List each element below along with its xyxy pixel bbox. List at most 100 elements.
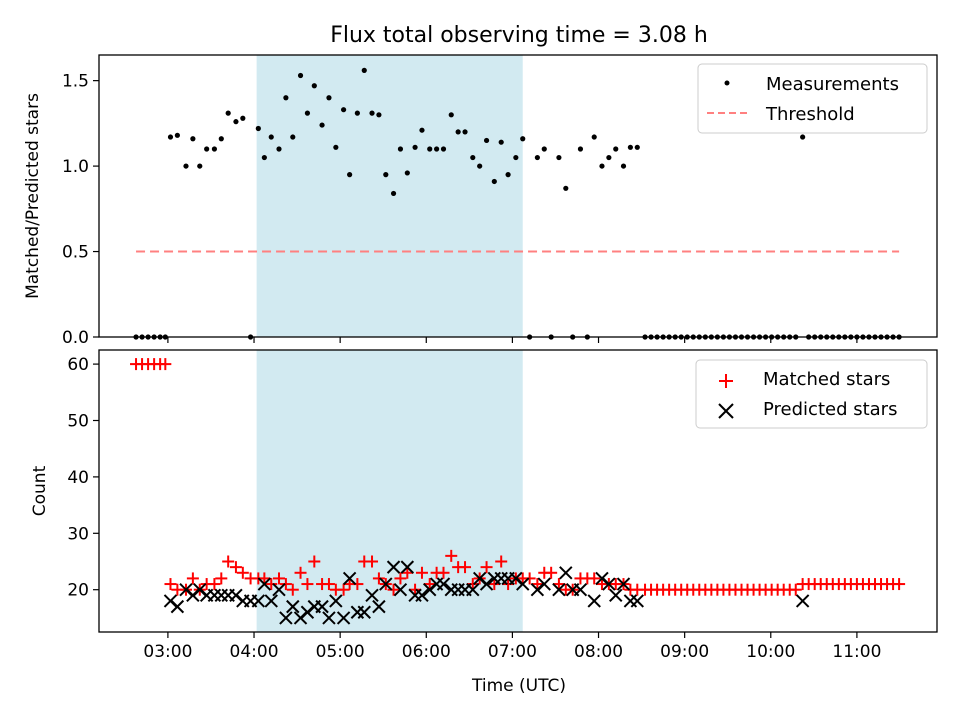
point-measurements — [477, 163, 483, 169]
point-measurements — [354, 110, 360, 116]
point-matched-stars — [186, 572, 199, 585]
point-predicted-stars — [559, 566, 573, 580]
point-matched-stars — [495, 555, 508, 568]
top-observing-span — [256, 55, 523, 337]
top-panel: 0.0 0.5 1.0 1.5 Matched/Predicted stars Mea… — [23, 54, 938, 348]
point-measurements — [455, 129, 461, 135]
bottom-y-tick-label: 50 — [67, 412, 89, 432]
point-predicted-stars — [795, 594, 810, 608]
point-matched-stars — [409, 583, 422, 596]
x-tick-label: 11:00 — [832, 642, 881, 662]
point-matched-stars — [236, 566, 249, 579]
point-measurements — [319, 122, 325, 128]
legend-label-matched-stars: Matched stars — [763, 369, 890, 390]
point-predicted-stars — [272, 582, 286, 597]
point-matched-stars — [222, 555, 235, 568]
point-matched-stars — [229, 561, 242, 574]
point-predicted-stars — [436, 577, 451, 591]
point-measurements — [505, 172, 511, 178]
point-measurements — [534, 154, 540, 161]
point-matched-stars — [337, 583, 350, 596]
point-measurements — [204, 146, 210, 152]
point-measurements — [470, 154, 476, 161]
point-predicted-stars — [537, 577, 551, 591]
point-matched-stars — [415, 566, 428, 579]
x-tick-label: 04:00 — [230, 642, 279, 662]
point-measurements — [225, 110, 231, 116]
point-predicted-stars — [365, 588, 379, 603]
legend-label-predicted-stars: Predicted stars — [763, 399, 897, 420]
point-measurements — [599, 163, 605, 169]
point-measurements — [383, 172, 389, 178]
point-matched-stars — [437, 566, 450, 579]
point-matched-stars — [552, 578, 565, 591]
point-predicted-stars — [616, 577, 631, 591]
point-predicted-stars — [623, 594, 638, 608]
point-measurements — [404, 170, 410, 176]
point-measurements — [498, 139, 504, 145]
top-legend: Measurements Threshold — [697, 63, 928, 134]
point-matched-stars — [423, 578, 436, 591]
point-matched-stars — [164, 578, 177, 591]
point-measurements — [174, 132, 180, 138]
point-measurements — [397, 146, 404, 152]
point-matched-stars — [531, 578, 544, 591]
point-measurements — [183, 163, 189, 169]
point-predicted-stars — [386, 560, 401, 574]
point-predicted-stars — [379, 577, 393, 591]
point-measurements — [606, 154, 612, 161]
point-measurements — [197, 163, 203, 169]
point-measurements — [190, 136, 196, 142]
x-tick-label: 09:00 — [660, 642, 709, 662]
point-matched-stars — [286, 583, 299, 596]
bottom-y-axis-label: Count — [30, 465, 50, 516]
point-predicted-stars — [479, 577, 494, 591]
point-measurements — [591, 134, 597, 140]
legend-label-measurements: Measurements — [766, 74, 899, 95]
point-matched-stars — [502, 578, 515, 591]
point-measurements — [627, 144, 633, 150]
point-measurements — [311, 83, 317, 89]
point-predicted-stars — [587, 594, 601, 608]
point-predicted-stars — [279, 611, 293, 625]
point-matched-stars — [301, 578, 314, 591]
point-measurements — [326, 95, 332, 101]
point-predicted-stars — [214, 588, 229, 603]
point-measurements — [276, 146, 282, 152]
top-y-tick-label: 0.5 — [62, 243, 89, 263]
point-matched-stars — [466, 578, 479, 591]
point-measurements — [541, 146, 547, 152]
bottom-y-tick-label: 30 — [67, 524, 89, 544]
point-measurements — [268, 134, 274, 140]
point-matched-stars — [387, 583, 400, 596]
point-measurements — [800, 134, 806, 140]
point-measurements — [218, 136, 224, 142]
point-measurements — [448, 112, 454, 118]
bottom-axes-frame — [98, 349, 938, 633]
point-predicted-stars — [516, 577, 530, 591]
point-measurements — [563, 185, 569, 191]
point-measurements — [577, 146, 584, 152]
point-predicted-stars — [552, 582, 566, 597]
point-matched-stars — [322, 578, 335, 591]
bottom-legend: Matched stars Predicted stars — [695, 359, 928, 429]
point-measurements — [333, 144, 339, 150]
point-matched-stars — [488, 578, 501, 591]
point-predicted-stars — [630, 594, 644, 608]
point-matched-stars — [401, 566, 414, 579]
point-measurements — [390, 190, 397, 197]
point-measurements — [520, 136, 526, 142]
point-predicted-stars — [170, 599, 185, 614]
point-measurements — [376, 112, 382, 118]
bottom-y-tick-label: 20 — [67, 581, 89, 601]
point-matched-stars — [351, 578, 364, 591]
top-y-tick-label: 0.0 — [62, 328, 89, 348]
bottom-panel: 20 30 40 50 60 03:00 04:00 05:00 06:00 07:00 08:00… — [30, 349, 938, 696]
point-measurements — [255, 125, 261, 132]
point-predicted-stars — [357, 605, 371, 619]
point-measurements — [297, 72, 304, 79]
point-measurements — [556, 154, 562, 161]
point-matched-stars — [445, 549, 458, 562]
point-matched-stars — [459, 561, 472, 574]
